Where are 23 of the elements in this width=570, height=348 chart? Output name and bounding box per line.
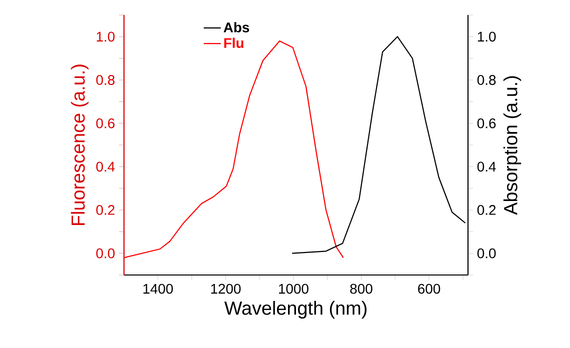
- y2-tick-label: 1.0: [478, 32, 496, 42]
- y2-tick-label: 0.4: [477, 162, 496, 172]
- y2-tick-label: 0.0: [477, 248, 496, 258]
- y-axis-title: Fluorescence (a.u.): [70, 64, 89, 225]
- y-tick-label: 0.4: [96, 162, 115, 172]
- y-tick-label: 1.0: [96, 32, 115, 42]
- y2-axis-title: Absorption (a.u.): [503, 76, 522, 215]
- x-tick-label: 1000: [279, 284, 308, 294]
- x-tick-label: 1400: [143, 284, 173, 294]
- y2-tick-label: 0.8: [477, 75, 496, 85]
- legend-label: Flu: [224, 38, 244, 48]
- y-tick-label: 0.0: [96, 248, 115, 258]
- y2-tick-label: 0.6: [477, 118, 496, 128]
- line-series: [292, 36, 466, 254]
- x-tick-label: 800: [350, 284, 372, 294]
- x-tick-label: 600: [418, 284, 440, 294]
- y-tick-label: 0.2: [96, 205, 114, 215]
- x-tick-label: 1200: [211, 284, 241, 294]
- y2-tick-label: 0.2: [477, 205, 496, 215]
- y-tick-label: 0.8: [96, 75, 115, 85]
- x-axis-title: Wavelength (nm): [224, 300, 366, 319]
- y-tick-label: 0.6: [96, 118, 115, 128]
- legend-label: Abs: [224, 22, 250, 32]
